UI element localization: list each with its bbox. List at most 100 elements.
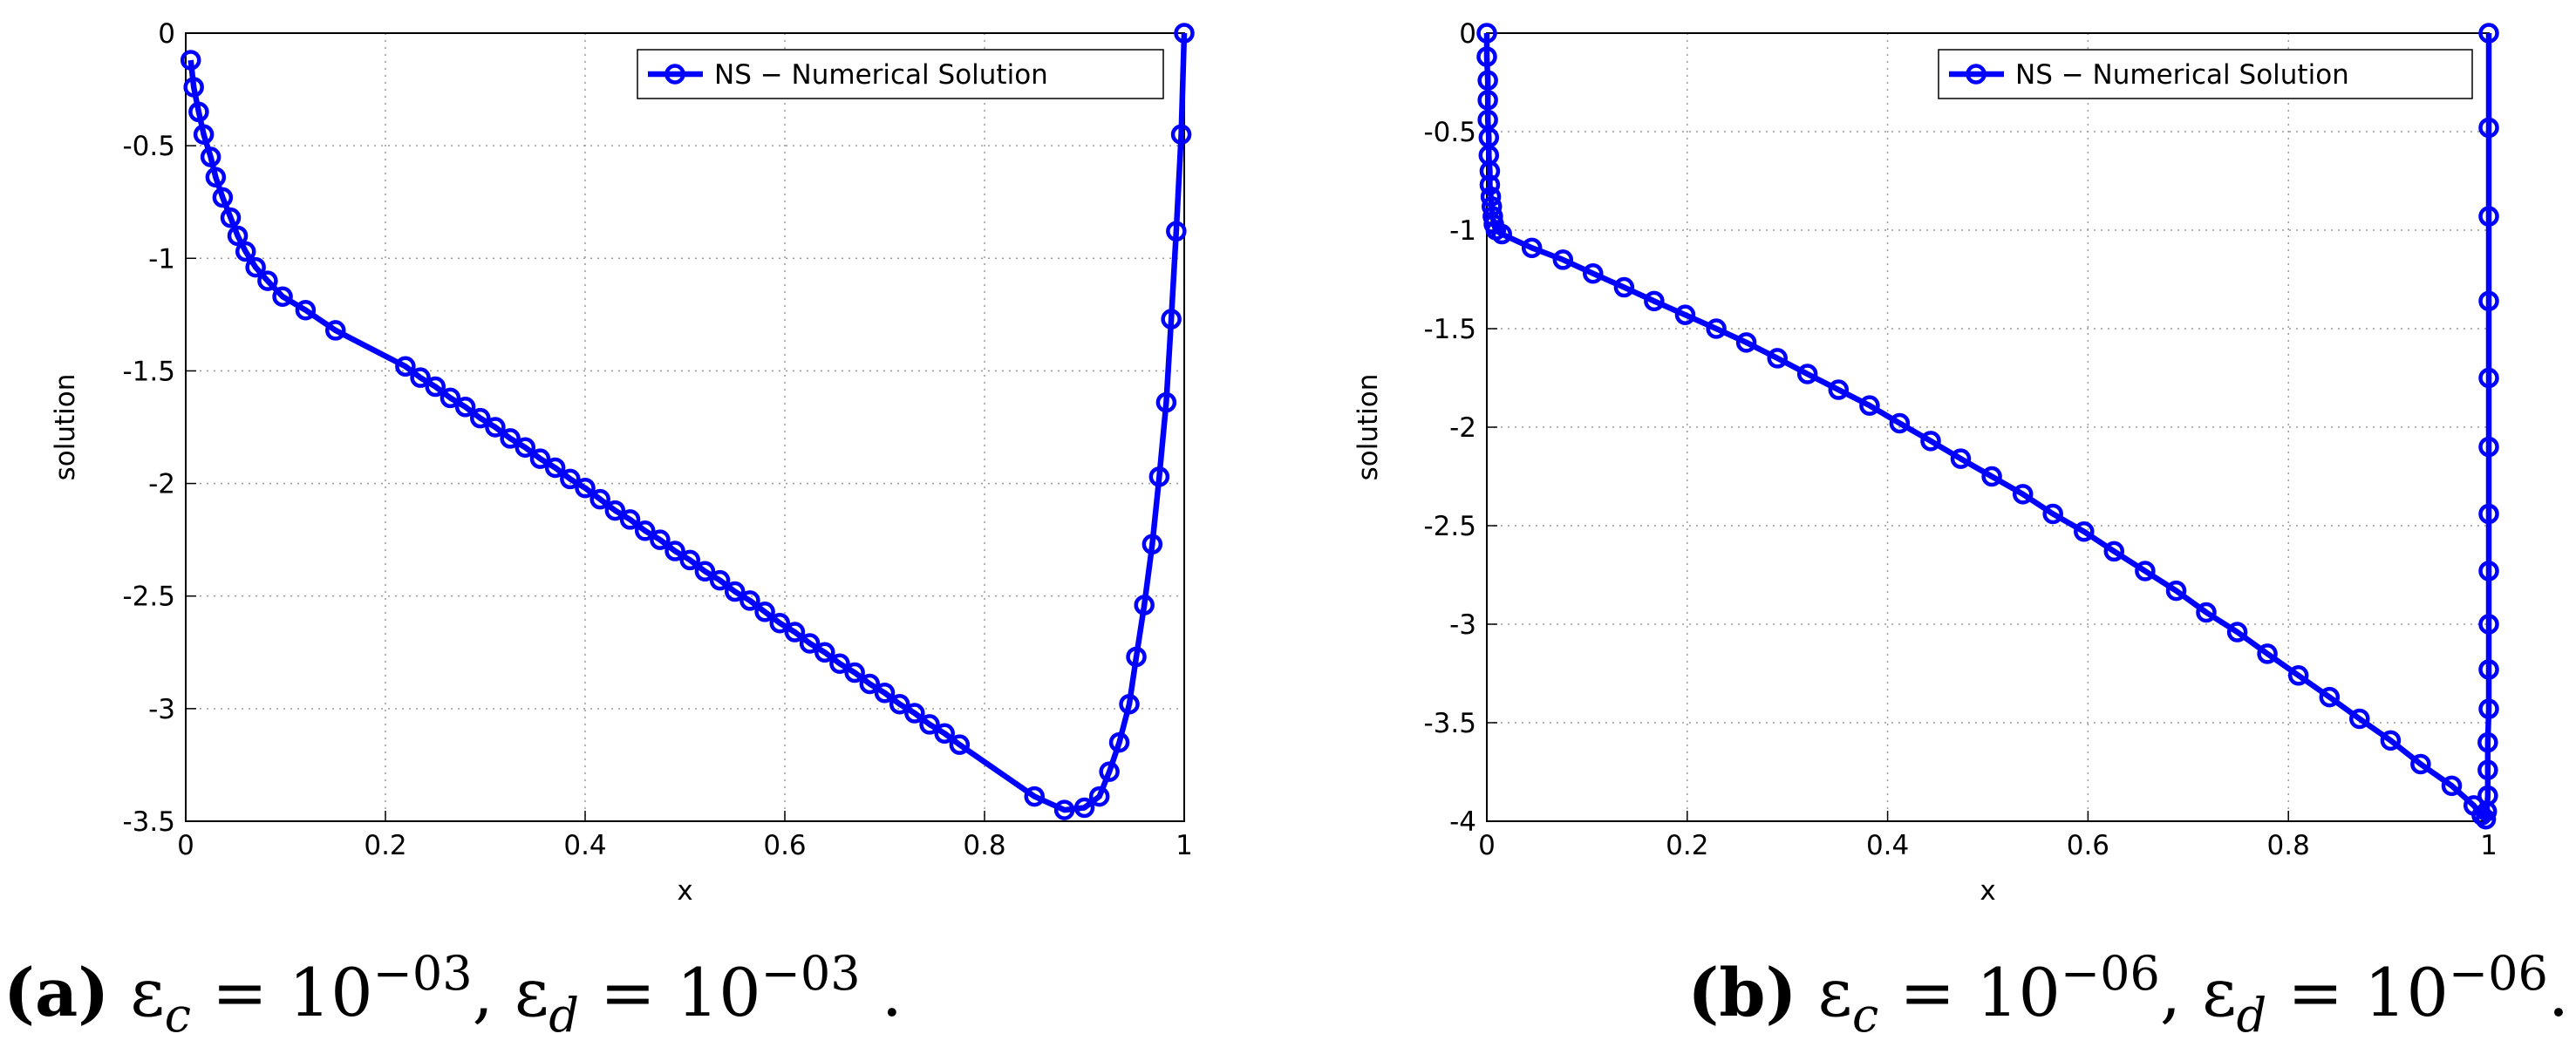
x-tick-label: 0.2	[364, 830, 406, 861]
marker	[664, 541, 685, 561]
x-tick-label: 0	[177, 830, 194, 861]
marker	[1706, 318, 1727, 339]
marker	[1126, 646, 1147, 668]
caption-text: , ε	[473, 954, 549, 1031]
marker	[1981, 466, 2002, 487]
marker	[2257, 643, 2278, 664]
marker	[180, 50, 201, 71]
y-tick-label: -2.5	[1424, 511, 1477, 542]
x-tick-label: 0.4	[563, 830, 606, 861]
marker	[1024, 785, 1045, 807]
legend-box	[1938, 49, 2473, 99]
marker	[829, 653, 850, 674]
y-tick-label: -3.5	[123, 806, 176, 838]
caption-text: = 10	[191, 954, 373, 1031]
marker	[544, 457, 566, 479]
marker	[325, 320, 346, 341]
marker	[1166, 221, 1187, 242]
caption-sup: −06	[2449, 946, 2548, 1001]
marker	[1920, 431, 1941, 452]
marker	[1889, 412, 1911, 434]
caption-sub: d	[549, 988, 579, 1043]
marker	[1796, 364, 1818, 384]
marker	[2478, 23, 2499, 44]
marker	[1674, 304, 1696, 325]
marker	[1148, 466, 1170, 487]
caption-text: ε	[1796, 954, 1852, 1031]
y-axis-label: solution	[1353, 374, 1384, 481]
x-tick-label: 0.4	[1866, 830, 1909, 861]
marker	[1134, 595, 1155, 615]
marker	[1099, 761, 1120, 782]
caption-sup: −03	[761, 946, 861, 1001]
marker	[1477, 70, 1498, 91]
caption-sup: −03	[373, 946, 473, 1001]
plot-frame	[185, 32, 1185, 822]
marker	[235, 241, 256, 262]
caption-sub: c	[165, 988, 191, 1043]
marker	[212, 187, 234, 208]
marker	[2287, 665, 2309, 686]
marker	[1476, 23, 1497, 44]
marker	[1613, 276, 1635, 298]
marker	[2165, 580, 2187, 602]
marker	[2478, 659, 2499, 680]
marker	[1170, 124, 1192, 145]
marker	[515, 437, 536, 458]
marker	[2477, 731, 2498, 753]
marker	[2478, 561, 2499, 581]
x-axis-label: x	[677, 875, 692, 907]
marker	[395, 356, 416, 377]
marker	[679, 549, 700, 571]
marker	[2410, 753, 2431, 775]
y-tick-label: -2	[1449, 412, 1476, 444]
marker	[2478, 367, 2499, 389]
x-tick-label: 0	[1478, 830, 1496, 861]
marker	[2103, 541, 2125, 562]
legend-marker	[1966, 64, 1987, 85]
x-tick-label: 0.6	[2067, 830, 2109, 861]
caption-text: .	[2548, 954, 2569, 1031]
marker	[1476, 46, 1497, 67]
caption: (b) εc = 10−06, εd = 10−06.	[1687, 946, 2569, 1043]
marker	[1073, 797, 1095, 819]
marker	[2475, 808, 2497, 830]
legend-marker	[664, 64, 685, 85]
marker	[485, 417, 506, 438]
marker	[1767, 348, 1788, 369]
caption-text: .	[861, 954, 903, 1031]
marker	[200, 146, 221, 167]
marker	[919, 714, 940, 735]
y-tick-label: -1	[1449, 215, 1476, 247]
marker	[2319, 686, 2341, 708]
marker	[575, 477, 596, 499]
y-tick-label: 0	[158, 18, 175, 50]
marker	[2478, 614, 2499, 635]
marker	[1108, 731, 1130, 753]
marker	[799, 633, 821, 654]
marker	[1161, 309, 1182, 330]
marker	[2135, 561, 2156, 581]
marker	[589, 488, 610, 510]
marker	[257, 270, 278, 291]
marker	[859, 673, 881, 695]
marker	[2478, 503, 2499, 525]
legend-label: NS − Numerical Solution	[714, 59, 1048, 91]
x-tick-label: 0.8	[2267, 830, 2310, 861]
marker	[227, 225, 249, 247]
marker	[2380, 730, 2402, 751]
caption-sup: −06	[2061, 946, 2160, 1001]
y-tick-label: -2	[148, 469, 175, 500]
marker	[410, 367, 431, 388]
marker	[709, 569, 731, 591]
marker	[1950, 448, 1972, 469]
marker	[2477, 759, 2498, 780]
marker	[1480, 186, 1502, 207]
marker	[1859, 395, 1880, 416]
marker	[470, 407, 491, 429]
marker	[1828, 379, 1850, 400]
caption-sub: c	[1852, 988, 1878, 1043]
marker	[2478, 698, 2499, 719]
